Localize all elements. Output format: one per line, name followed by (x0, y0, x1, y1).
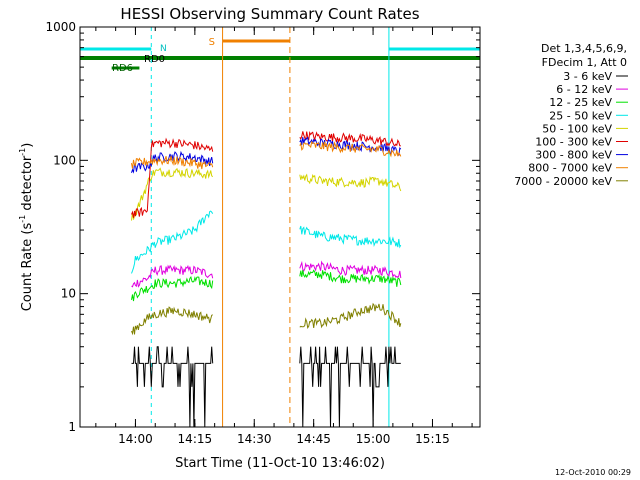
rd0-flag-label: RD0 (144, 54, 165, 65)
series-layer (131, 130, 402, 428)
series-line (299, 260, 402, 279)
legend-entry-label: 7000 - 20000 keV (514, 175, 612, 188)
footer-timestamp: 12-Oct-2010 00:29 (555, 468, 631, 477)
series-line (299, 130, 401, 148)
legend-entry-label: 300 - 800 keV (535, 149, 612, 162)
x-axis-label: Start Time (11-Oct-10 13:46:02) (175, 456, 385, 471)
night-flag-label: N (160, 44, 167, 54)
series-line (299, 225, 402, 249)
axis-layer: 14:00 14:15 14:30 14:45 15:00 15:15 1 10 100 1000 (45, 20, 480, 446)
saa-flag-label: S (209, 37, 215, 48)
series-line (131, 150, 214, 174)
x-tick-label: 14:30 (237, 432, 272, 446)
plot-frame (79, 26, 481, 428)
series-line (131, 264, 214, 288)
series-line (131, 306, 213, 336)
series-line (299, 136, 402, 156)
legend-header-line-2: FDecim 1, Att 0 (542, 56, 627, 69)
y-tick-label: 100 (53, 153, 76, 167)
x-tick-label: 14:15 (178, 432, 213, 446)
x-tick-label: 15:00 (356, 432, 391, 446)
y-tick-label: 1 (68, 420, 76, 434)
rd6-flag-label: RD6 (112, 63, 133, 74)
legend-entry-label: 100 - 300 keV (535, 136, 612, 149)
series-line (299, 140, 402, 158)
series-line (299, 346, 401, 428)
series-line (131, 275, 214, 302)
x-tick-label: 14:00 (118, 432, 153, 446)
series-line (131, 137, 214, 218)
legend-entry-label: 6 - 12 keV (556, 83, 612, 96)
legend-entry-label: 3 - 6 keV (563, 70, 612, 83)
legend-entry-label: 25 - 50 keV (549, 109, 612, 122)
chart-title: HESSI Observing Summary Count Rates (120, 5, 419, 23)
series-line (131, 155, 214, 170)
x-tick-label: 14:45 (296, 432, 331, 446)
y-tick-label: 1000 (45, 20, 76, 34)
series-line (131, 346, 214, 428)
series-line (131, 167, 214, 221)
legend-entry-label: 800 - 7000 keV (528, 162, 612, 175)
legend-entry-label: 50 - 100 keV (542, 122, 612, 135)
series-line (131, 210, 214, 274)
y-tick-label: 10 (61, 287, 76, 301)
legend-header-line-1: Det 1,3,4,5,6,9, (541, 42, 627, 55)
series-line (299, 173, 402, 192)
series-line (299, 269, 402, 287)
series-line (299, 302, 402, 329)
legend-entry-label: 12 - 25 keV (549, 96, 612, 109)
x-tick-label: 15:15 (415, 432, 450, 446)
legend: Det 1,3,4,5,6,9, FDecim 1, Att 0 3 - 6 k… (514, 42, 628, 188)
y-axis-label: Count Rate (s-1 detector-1) (18, 143, 35, 312)
